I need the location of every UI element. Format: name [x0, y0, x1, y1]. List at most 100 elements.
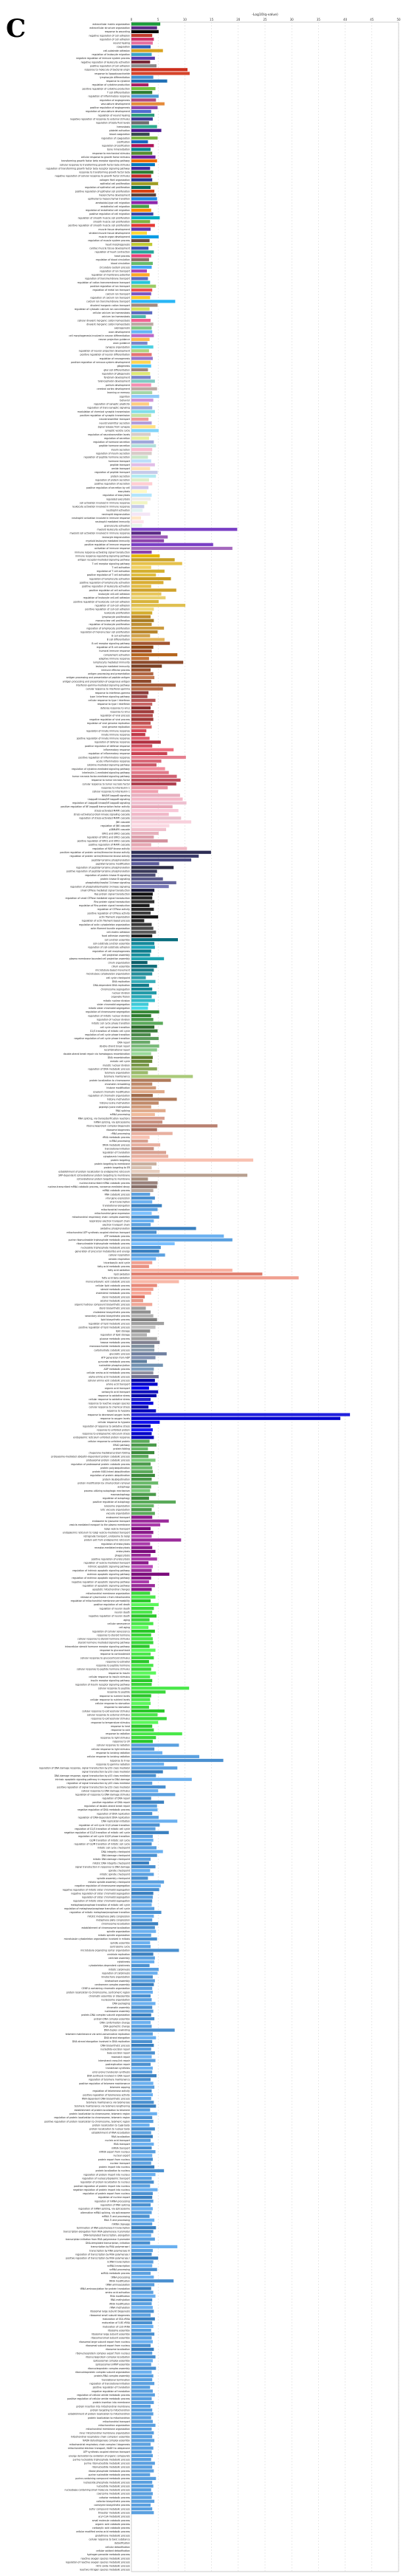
bar: [131, 1295, 145, 1299]
bar: [131, 1960, 155, 1963]
bar: [131, 2279, 174, 2283]
bar: [131, 1219, 154, 1223]
bar: [131, 968, 154, 972]
bar: [131, 1143, 161, 1147]
category-label: response to heat: [111, 1725, 131, 1728]
category-label: regulation of membrane potential: [92, 274, 130, 277]
bar: [131, 277, 148, 280]
category-label: regulation of protein ubiquitination: [90, 1474, 130, 1477]
category-label: regulation of phosphatidylinositol 3-kin…: [70, 885, 130, 888]
bar: [131, 478, 149, 482]
bar: [131, 866, 174, 869]
category-label: nucleosome assembly: [105, 2010, 131, 2013]
category-label: extrinsic apoptotic signaling pathway: [87, 1573, 130, 1576]
category-label: DNA integrity checkpoint: [101, 1850, 131, 1853]
bar: [131, 535, 168, 539]
category-label: DNA replication: [112, 980, 130, 983]
bar: [131, 41, 153, 45]
category-label: regulation of extrinsic apoptotic signal…: [72, 1577, 130, 1580]
bar: [131, 1386, 149, 1390]
category-label: hormone transport: [109, 460, 131, 463]
category-label: response to insulin: [109, 1672, 130, 1675]
bar: [131, 1523, 161, 1526]
category-label: actin filament bundle organization: [91, 927, 130, 930]
category-label: steroid metabolic process: [100, 1288, 130, 1291]
bar: [131, 182, 159, 185]
category-label: cell projection assembly: [103, 954, 131, 957]
bar: [131, 797, 183, 801]
category-label: histone lysine methylation: [100, 1102, 130, 1105]
category-label: telencephalon development: [98, 380, 131, 383]
bar: [131, 1450, 155, 1455]
bar: [131, 1204, 162, 1208]
bar: [131, 2427, 152, 2431]
category-label: positive regulation of translation: [93, 2386, 130, 2389]
category-label: myeloid leukocyte mediated immunity: [86, 540, 130, 543]
bar: [131, 1656, 154, 1660]
category-label: mononuclear cell proliferation: [96, 619, 131, 622]
category-label: RNA-dependent DNA biosynthetic process: [82, 2097, 130, 2100]
bar: [131, 2124, 150, 2127]
category-label: negative regulation of immune system pro…: [76, 57, 130, 60]
category-label: error-prone translesion synthesis: [92, 2070, 130, 2073]
bar: [131, 839, 168, 843]
bar: [131, 1158, 254, 1162]
bar: [131, 436, 149, 440]
bar: [131, 2340, 153, 2343]
bar: [131, 1306, 146, 1310]
bar: [131, 1029, 158, 1033]
bar: [131, 1120, 162, 1124]
category-label: negative regulation of mitotic sister ch…: [63, 1888, 130, 1891]
bar: [131, 390, 153, 394]
category-label: intrinsic apoptotic signaling pathway in…: [55, 1778, 131, 1781]
bar: [131, 2377, 153, 2382]
category-label: negative regulation of cell cycle phase …: [74, 1037, 130, 1040]
category-label: protein deubiquitination: [103, 1478, 130, 1481]
category-label: ribonucleoprotein complex subunit organi…: [75, 2371, 130, 2374]
bar: [131, 372, 151, 376]
bar: [131, 2310, 154, 2313]
category-label: response to UV: [112, 1740, 130, 1743]
bar: [131, 2507, 153, 2511]
bar: [131, 311, 153, 314]
category-label: cell cycle phase transition: [100, 1026, 130, 1029]
bar: [131, 2237, 155, 2241]
category-label: positive regulation of secretion: [94, 483, 130, 486]
bar: [131, 2013, 151, 2017]
bar: [131, 231, 147, 235]
category-label: endoplasmic reticulum to Golgi vesicle-m…: [63, 1531, 131, 1534]
category-label: regulation of apoptotic signaling pathwa…: [83, 1584, 131, 1587]
bar: [131, 466, 151, 470]
bar: [131, 193, 156, 197]
category-label: nucleosome organization: [101, 1999, 130, 2002]
bar: [131, 1766, 178, 1770]
category-label: peptidyl-tyrosine phosphorylation: [92, 858, 130, 861]
bars: [131, 22, 351, 2515]
category-label: organelle fission: [111, 996, 130, 999]
category-label: response to interleukin-1: [101, 786, 130, 789]
category-label: positive regulation of T cell activation: [87, 574, 130, 576]
category-label: recombinational repair: [104, 1049, 131, 1052]
category-label: regulation of telomere maintenance: [89, 2079, 130, 2081]
category-label: nucleotide-excision repair: [100, 2048, 131, 2050]
bar: [131, 314, 146, 319]
bar: [131, 1611, 153, 1614]
category-label: apoptotic mitochondrial changes: [92, 1588, 130, 1591]
bar: [131, 679, 151, 683]
category-label: negative regulation of cell adhesion: [89, 34, 130, 37]
category-label: cellular response to chemical stress: [89, 1406, 131, 1409]
category-label: cytoskeleton-dependent cytokinesis: [89, 1964, 130, 1967]
bar: [131, 1348, 155, 1352]
bar: [131, 539, 165, 543]
x-tick-label: 35: [317, 18, 321, 21]
bar: [131, 983, 149, 988]
category-label: cellular response to transforming growth…: [60, 163, 131, 166]
bar: [131, 915, 159, 919]
category-label: regulation of mitotic sister chromatid s…: [73, 1900, 130, 1903]
bar: [131, 1531, 154, 1535]
category-label: regulation of actin cytoskeleton organiz…: [79, 923, 130, 926]
bar: [131, 1538, 182, 1542]
category-label: chromatin assembly: [107, 2006, 131, 2009]
bar: [131, 463, 155, 466]
category-label: nucleobase-containing small molecule met…: [65, 2489, 131, 2492]
